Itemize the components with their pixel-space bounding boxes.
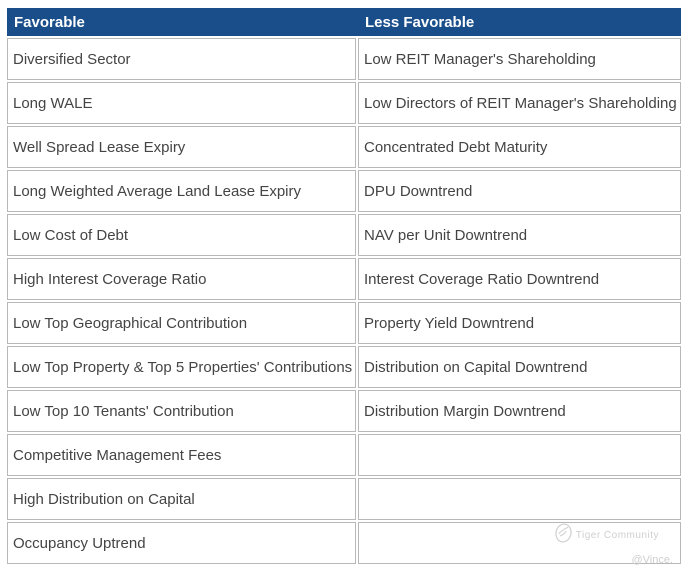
cell-favorable: High Distribution on Capital: [7, 478, 356, 520]
cell-text: Low Cost of Debt: [13, 226, 129, 244]
cell-text: Long WALE: [13, 94, 93, 112]
cell-favorable: Well Spread Lease Expiry: [7, 126, 356, 168]
cell-text: Competitive Management Fees: [13, 446, 222, 464]
cell-text: Well Spread Lease Expiry: [13, 138, 186, 156]
cell-less-favorable: [358, 478, 681, 520]
table-row: High Distribution on Capital: [7, 478, 681, 520]
table-row: Low Cost of Debt NAV per Unit Downtrend: [7, 214, 681, 256]
cell-less-favorable: [358, 434, 681, 476]
cell-less-favorable: Distribution Margin Downtrend: [358, 390, 681, 432]
cell-less-favorable: Distribution on Capital Downtrend: [358, 346, 681, 388]
table-row: Long WALE Low Directors of REIT Manager'…: [7, 82, 681, 124]
table-row: Long Weighted Average Land Lease Expiry …: [7, 170, 681, 212]
table-body: Diversified Sector Low REIT Manager's Sh…: [7, 38, 681, 564]
cell-favorable: Low Top Property & Top 5 Properties' Con…: [7, 346, 356, 388]
cell-less-favorable: Concentrated Debt Maturity: [358, 126, 681, 168]
cell-text: High Interest Coverage Ratio: [13, 270, 207, 288]
cell-less-favorable: DPU Downtrend: [358, 170, 681, 212]
cell-favorable: Long WALE: [7, 82, 356, 124]
cell-favorable: Competitive Management Fees: [7, 434, 356, 476]
table-row: Occupancy Uptrend: [7, 522, 681, 564]
cell-favorable: Low Top Geographical Contribution: [7, 302, 356, 344]
table-row: Low Top Geographical Contribution Proper…: [7, 302, 681, 344]
cell-text: Distribution on Capital Downtrend: [364, 358, 588, 376]
cell-text: Low REIT Manager's Shareholding: [364, 50, 596, 68]
cell-text: Distribution Margin Downtrend: [364, 402, 566, 420]
cell-text: DPU Downtrend: [364, 182, 473, 200]
cell-text: Occupancy Uptrend: [13, 534, 146, 552]
cell-text: NAV per Unit Downtrend: [364, 226, 528, 244]
cell-less-favorable: [358, 522, 681, 564]
cell-favorable: Long Weighted Average Land Lease Expiry: [7, 170, 356, 212]
header-cell-favorable: Favorable: [14, 13, 85, 31]
cell-text: Interest Coverage Ratio Downtrend: [364, 270, 600, 288]
cell-text: Low Top Property & Top 5 Properties' Con…: [13, 358, 353, 376]
table-row: Well Spread Lease Expiry Concentrated De…: [7, 126, 681, 168]
cell-favorable: Low Top 10 Tenants' Contribution: [7, 390, 356, 432]
cell-less-favorable: NAV per Unit Downtrend: [358, 214, 681, 256]
table-row: Diversified Sector Low REIT Manager's Sh…: [7, 38, 681, 80]
cell-text: Low Top Geographical Contribution: [13, 314, 248, 332]
cell-text: Concentrated Debt Maturity: [364, 138, 548, 156]
cell-less-favorable: Property Yield Downtrend: [358, 302, 681, 344]
cell-less-favorable: Low Directors of REIT Manager's Sharehol…: [358, 82, 681, 124]
table-row: Low Top 10 Tenants' Contribution Distrib…: [7, 390, 681, 432]
cell-favorable: Occupancy Uptrend: [7, 522, 356, 564]
table-row: High Interest Coverage Ratio Interest Co…: [7, 258, 681, 300]
cell-text: Long Weighted Average Land Lease Expiry: [13, 182, 301, 200]
table-row: Competitive Management Fees: [7, 434, 681, 476]
cell-favorable: Diversified Sector: [7, 38, 356, 80]
table-row: Low Top Property & Top 5 Properties' Con…: [7, 346, 681, 388]
cell-text: High Distribution on Capital: [13, 490, 195, 508]
cell-less-favorable: Low REIT Manager's Shareholding: [358, 38, 681, 80]
cell-text: Diversified Sector: [13, 50, 131, 68]
cell-favorable: High Interest Coverage Ratio: [7, 258, 356, 300]
cell-text: Low Directors of REIT Manager's Sharehol…: [364, 94, 677, 112]
header-cell-less-favorable: Less Favorable: [365, 13, 475, 31]
cell-less-favorable: Interest Coverage Ratio Downtrend: [358, 258, 681, 300]
cell-favorable: Low Cost of Debt: [7, 214, 356, 256]
cell-text: Property Yield Downtrend: [364, 314, 535, 332]
comparison-table: Favorable Less Favorable Diversified Sec…: [7, 8, 681, 564]
cell-text: Low Top 10 Tenants' Contribution: [13, 402, 234, 420]
table-header-row: Favorable Less Favorable: [7, 8, 681, 36]
